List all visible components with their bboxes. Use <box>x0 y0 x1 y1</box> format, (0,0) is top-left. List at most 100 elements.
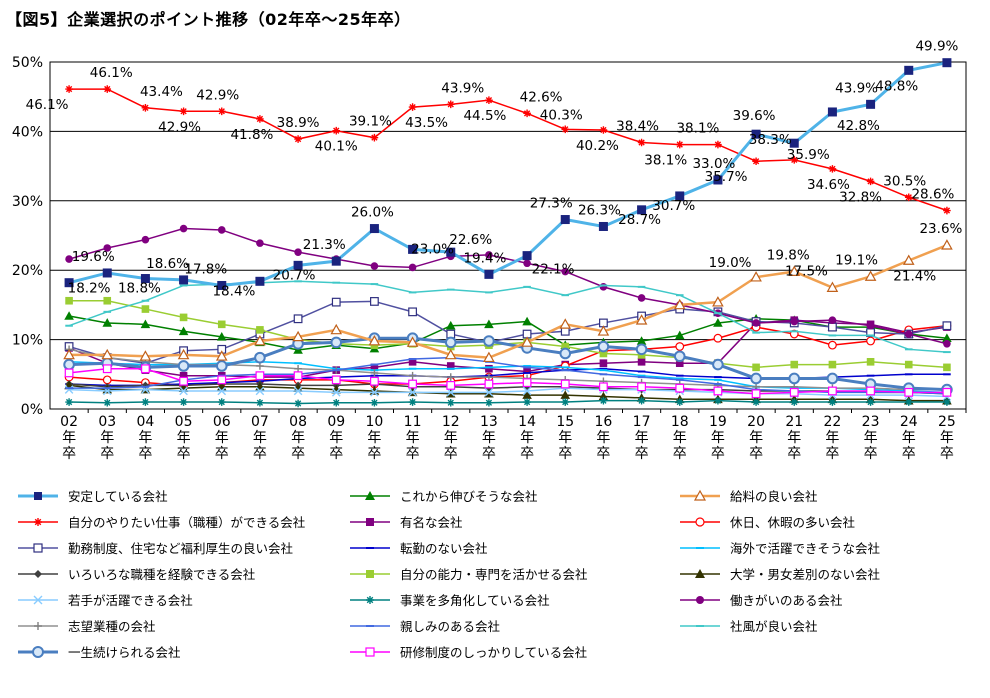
x-tick-label: 年 <box>62 430 76 446</box>
x-tick-label: 年 <box>329 430 343 446</box>
data-point <box>103 85 112 93</box>
data-point <box>902 254 915 265</box>
x-tick-label: 年 <box>711 430 725 446</box>
data-point <box>444 348 457 360</box>
data-point <box>102 375 112 385</box>
data-point <box>294 399 302 408</box>
data-point <box>217 320 226 329</box>
data-label: 18.4% <box>212 283 255 299</box>
data-point <box>408 103 417 111</box>
data-point <box>140 319 151 329</box>
data-point <box>789 387 799 397</box>
legend-swatch-marker <box>34 622 42 630</box>
x-tick-label: 03 <box>98 414 116 430</box>
x-tick-label: 卒 <box>787 446 801 462</box>
data-point <box>904 65 914 75</box>
data-point <box>522 386 532 396</box>
x-tick-label: 14 <box>518 414 536 430</box>
x-tick-label: 年 <box>902 430 916 446</box>
data-point <box>293 386 303 396</box>
legend-label: 研修制度のしっかりしている会社 <box>400 645 587 660</box>
data-point <box>674 330 685 340</box>
x-tick-label: 卒 <box>253 446 267 462</box>
y-tick-label: 50% <box>12 55 43 71</box>
legend-label: 海外で活躍できそうな会社 <box>730 541 880 556</box>
data-point <box>446 362 455 370</box>
x-tick-label: 卒 <box>902 446 916 462</box>
x-tick-label: 年 <box>444 430 458 446</box>
data-point <box>485 398 493 407</box>
data-point <box>178 383 189 392</box>
x-tick-label: 卒 <box>482 446 496 462</box>
series-line <box>69 367 947 395</box>
series-line <box>69 399 947 405</box>
data-point <box>942 387 952 397</box>
x-tick-label: 年 <box>749 430 763 446</box>
data-label: 17.5% <box>785 264 828 280</box>
x-tick-label: 卒 <box>444 446 458 462</box>
data-point <box>406 336 419 347</box>
data-point <box>675 359 684 367</box>
data-point <box>751 389 761 399</box>
data-point <box>369 224 379 234</box>
data-point <box>370 369 379 377</box>
data-point <box>866 358 875 366</box>
data-point <box>597 325 610 336</box>
series-line <box>68 300 948 364</box>
data-point <box>484 388 494 397</box>
data-point <box>866 398 875 406</box>
data-point <box>637 382 646 392</box>
y-tick-label: 40% <box>12 124 43 140</box>
x-tick-label: 卒 <box>940 446 954 462</box>
data-point <box>179 371 188 380</box>
data-point <box>942 333 952 343</box>
x-tick-label: 年 <box>253 430 267 446</box>
data-point <box>560 390 571 399</box>
x-tick-label: 15 <box>556 414 574 430</box>
data-point <box>561 125 570 134</box>
data-label: 23.0% <box>411 241 454 257</box>
data-label: 35.7% <box>705 169 748 185</box>
legend-label: 自分のやりたい仕事（職種）ができる会社 <box>68 515 305 530</box>
series-line <box>69 244 948 359</box>
data-point <box>828 340 837 350</box>
data-point <box>446 398 455 407</box>
legend-swatch-marker <box>695 517 705 527</box>
data-label: 22.6% <box>449 232 492 248</box>
data-point <box>560 379 570 389</box>
data-point <box>790 317 799 326</box>
legend-swatch-marker <box>366 518 374 526</box>
data-point <box>559 318 572 329</box>
data-point <box>370 398 379 407</box>
data-point <box>637 205 647 215</box>
series-line <box>68 319 948 378</box>
data-point <box>828 316 837 324</box>
data-point <box>943 398 951 406</box>
data-point <box>522 316 532 326</box>
x-tick-label: 卒 <box>749 446 763 462</box>
legend-label: 親しみのある会社 <box>400 619 500 634</box>
data-point <box>599 396 608 405</box>
data-point <box>828 398 837 406</box>
data-label: 42.9% <box>196 87 239 103</box>
data-label: 26.0% <box>351 205 394 221</box>
data-point <box>560 215 570 225</box>
x-tick-label: 年 <box>940 430 954 446</box>
data-point <box>179 224 188 233</box>
data-label: 43.9% <box>441 80 484 96</box>
x-tick-label: 卒 <box>100 446 114 462</box>
data-point <box>637 138 646 147</box>
x-tick-label: 13 <box>480 414 498 430</box>
data-label: 38.1% <box>676 121 719 137</box>
data-point <box>141 104 150 112</box>
data-point <box>714 140 722 149</box>
data-point <box>408 263 417 272</box>
data-label: 26.3% <box>578 202 621 218</box>
data-point <box>102 268 112 278</box>
data-point <box>522 390 532 399</box>
x-tick-label: 16 <box>595 414 613 430</box>
data-point <box>64 385 74 394</box>
data-point <box>561 342 570 351</box>
data-point <box>408 358 417 366</box>
legend-label: これから伸びそうな会社 <box>400 489 538 504</box>
